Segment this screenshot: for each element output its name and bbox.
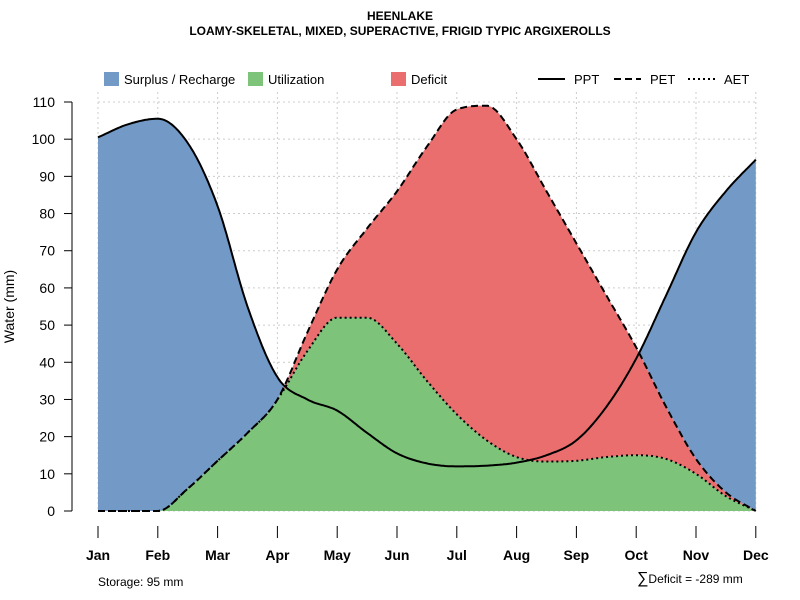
axes: 0 10 20 30 40 50 60 70 80 90 100 110 Water (mm) Jan Fe… (1, 94, 769, 563)
legend-label-aet: AET (724, 72, 749, 87)
x-tick-label: Jan (86, 547, 110, 563)
line-aet (98, 316, 757, 512)
y-tick-label: 10 (39, 466, 55, 482)
legend-swatch-utilization (248, 72, 263, 86)
series-lines (97, 104, 757, 512)
y-axis-label: Water (mm) (1, 270, 17, 343)
x-tick-label: May (324, 547, 351, 563)
legend-label-pet: PET (650, 72, 675, 87)
sum-icon: ∑ (637, 570, 649, 587)
y-tick-label: 70 (39, 243, 55, 259)
legend-swatch-deficit (391, 72, 406, 86)
area-deficit (98, 105, 756, 511)
x-tick-label: Oct (625, 547, 649, 563)
legend-label-ppt: PPT (574, 72, 599, 87)
y-tick-label: 50 (39, 317, 55, 333)
x-tick-label: Nov (683, 547, 710, 563)
legend-label-utilization: Utilization (268, 72, 324, 87)
y-tick-label: 90 (39, 168, 55, 184)
x-tick-label: Sep (564, 547, 590, 563)
chart-title: HEENLAKE (366, 9, 433, 23)
line-pet (98, 104, 757, 512)
y-tick-label: 80 (39, 206, 55, 222)
y-tick-label: 40 (39, 354, 55, 370)
area-utilization (98, 317, 756, 511)
deficit-total: ∑Deficit = -289 mm (637, 570, 743, 588)
x-tick-label: Mar (205, 547, 230, 563)
x-tick-label: Aug (503, 547, 530, 563)
legend-label-surplus: Surplus / Recharge (124, 72, 235, 87)
y-tick-label: 0 (47, 503, 55, 519)
x-tick-label: Jun (385, 547, 410, 563)
legend-label-deficit: Deficit (411, 72, 448, 87)
x-tick-label: Apr (265, 547, 290, 563)
legend: Surplus / Recharge Utilization Deficit PPT P… (104, 72, 749, 87)
x-tick-label: Feb (145, 547, 170, 563)
deficit-total-label: Deficit = -289 mm (648, 572, 743, 586)
chart-subtitle: LOAMY-SKELETAL, MIXED, SUPERACTIVE, FRIG… (189, 24, 611, 38)
y-tick-label: 100 (32, 131, 56, 147)
line-ppt (97, 117, 757, 468)
storage-note: Storage: 95 mm (98, 575, 184, 589)
areas (98, 105, 756, 511)
legend-swatch-surplus (104, 72, 119, 86)
x-tick-label: Dec (743, 547, 769, 563)
x-tick-label: Jul (447, 547, 467, 563)
y-tick-label: 60 (39, 280, 55, 296)
y-tick-label: 110 (33, 94, 56, 110)
y-tick-label: 20 (39, 429, 55, 445)
y-tick-label: 30 (39, 391, 55, 407)
